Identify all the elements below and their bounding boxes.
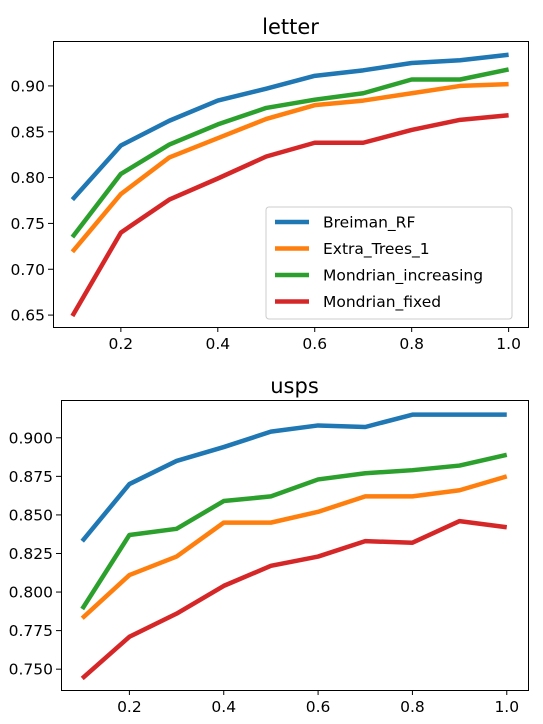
legend-label: Breiman_RF — [323, 214, 415, 233]
y-tick-label: 0.800 — [9, 584, 53, 602]
x-tick-label: 1.0 — [494, 698, 519, 716]
y-tick: 0.900 — [9, 429, 61, 447]
x-tick-label: 0.2 — [109, 335, 134, 353]
x-tick: 0.4 — [211, 690, 236, 716]
x-tick: 0.6 — [306, 690, 331, 716]
y-tick-label: 0.70 — [10, 261, 45, 279]
x-tick: 1.0 — [496, 327, 521, 353]
y-tick: 0.80 — [10, 169, 53, 187]
y-tick: 0.90 — [10, 77, 53, 95]
x-tick-label: 0.6 — [302, 335, 327, 353]
chart-title: usps — [270, 374, 319, 398]
chart-letter: letter 0.2 0.4 0.6 0.8 1.0 0.65 0.70 0.75 0.80 0.8… — [10, 15, 528, 353]
y-tick: 0.75 — [10, 215, 53, 233]
y-tick-label: 0.75 — [10, 215, 45, 233]
series-group — [82, 415, 507, 679]
y-tick-label: 0.825 — [9, 545, 53, 563]
series-line-breiman-rf — [82, 415, 507, 541]
x-tick: 0.6 — [302, 327, 327, 353]
x-tick: 0.2 — [109, 327, 134, 353]
y-tick-label: 0.750 — [9, 661, 53, 679]
y-tick: 0.85 — [10, 123, 53, 141]
x-tick-label: 0.8 — [399, 335, 424, 353]
legend-label: Mondrian_increasing — [323, 267, 483, 286]
y-tick: 0.800 — [9, 584, 61, 602]
y-tick-label: 0.775 — [9, 622, 53, 640]
legend: Breiman_RF Extra_Trees_1 Mondrian_increasi… — [266, 207, 512, 319]
x-tick-label: 0.8 — [400, 698, 425, 716]
y-tick: 0.850 — [9, 506, 61, 524]
y-tick: 0.65 — [10, 307, 53, 325]
chart-usps: usps 0.2 0.4 0.6 0.8 1.0 0.750 0.775 0.800 0.825 0… — [9, 374, 529, 716]
y-tick-label: 0.90 — [10, 77, 45, 95]
x-tick-label: 0.4 — [205, 335, 230, 353]
y-tick-label: 0.85 — [10, 123, 45, 141]
y-tick-label: 0.65 — [10, 307, 45, 325]
y-tick-label: 0.900 — [9, 429, 53, 447]
y-tick: 0.775 — [9, 622, 61, 640]
y-tick-label: 0.80 — [10, 169, 45, 187]
y-tick: 0.825 — [9, 545, 61, 563]
y-tick: 0.70 — [10, 261, 53, 279]
x-tick: 0.8 — [400, 690, 425, 716]
y-tick-label: 0.875 — [9, 468, 53, 486]
x-tick: 0.8 — [399, 327, 424, 353]
x-tick-label: 0.6 — [306, 698, 331, 716]
x-tick: 0.2 — [117, 690, 142, 716]
x-tick-label: 0.2 — [117, 698, 142, 716]
series-line-extra-trees-1 — [82, 476, 507, 618]
x-tick: 0.4 — [205, 327, 230, 353]
x-tick: 1.0 — [494, 690, 519, 716]
series-line-mondrian-fixed — [82, 521, 507, 678]
legend-label: Extra_Trees_1 — [323, 240, 430, 259]
chart-title: letter — [262, 15, 319, 39]
legend-label: Mondrian_fixed — [323, 293, 441, 312]
y-tick: 0.875 — [9, 468, 61, 486]
x-tick-label: 0.4 — [211, 698, 236, 716]
y-tick-label: 0.850 — [9, 506, 53, 524]
plot-frame — [62, 401, 529, 691]
y-tick: 0.750 — [9, 661, 61, 679]
series-line-breiman-rf — [72, 55, 508, 200]
x-tick-label: 1.0 — [496, 335, 521, 353]
